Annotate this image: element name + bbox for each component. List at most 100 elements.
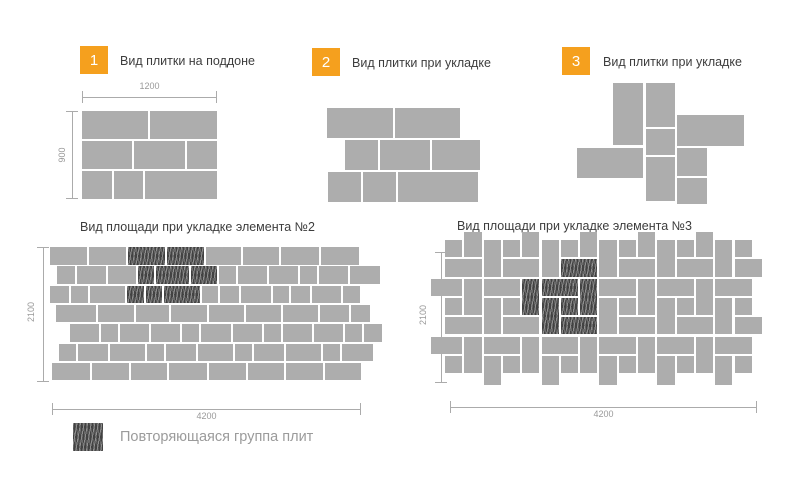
tile [166,343,196,361]
tile [312,285,341,304]
tile [715,297,733,335]
tile [182,324,199,342]
tile [89,247,126,265]
tile [676,355,694,374]
tile [108,266,136,284]
tile [314,324,343,342]
tile [431,278,463,296]
tile [363,172,396,202]
tile [300,266,317,284]
tile [92,362,129,381]
dimension-label-2100: 2100 [418,304,428,326]
dimension-line [82,97,217,98]
tile [380,140,430,170]
tile [342,343,373,361]
tile [110,343,145,361]
dimension-tick [435,252,447,253]
step-badge-1: 1 [80,46,108,74]
tile [734,297,752,316]
tile [502,317,540,335]
tile [502,259,540,277]
tile [283,304,318,323]
step-number: 2 [321,53,331,71]
tile-hatched [127,285,144,304]
tile [464,232,482,258]
tile [522,336,540,374]
tile [56,304,96,323]
tile [71,285,88,304]
tile [599,355,617,386]
tile [715,355,733,386]
tile [77,266,106,284]
step-number: 3 [571,52,581,70]
layout2-diagram [327,108,487,203]
tile [145,171,217,199]
tile [677,148,707,176]
dimension-tick [66,198,78,199]
tile [82,141,132,169]
dimension-line [450,407,757,408]
tile [50,285,69,304]
tile [291,285,310,304]
tile [734,317,762,335]
tile [464,336,482,374]
area2-width-dimension: 4200 [52,402,361,422]
legend-label: Повторяющаяся группа плит [120,429,314,445]
tile [169,362,207,381]
tile [445,240,463,258]
tile [657,240,675,277]
tile [254,343,284,361]
tile [273,285,289,304]
tile-hatched [560,259,598,277]
tile-hatched [138,266,154,284]
tile [646,83,675,127]
tile [114,171,143,199]
tile [715,336,752,354]
tile [202,285,218,304]
tile [98,304,134,323]
tile [676,317,714,335]
section-title-layout3: Вид плитки при укладке [603,55,742,69]
tile [502,355,521,374]
tile [136,304,169,323]
tile [82,171,112,199]
pallet-width-dimension: 1200 [82,81,217,103]
tile [445,317,482,335]
tile [657,278,694,296]
tile [734,355,752,374]
tile [677,115,744,146]
tile [150,111,217,139]
tile [90,285,125,304]
tile [151,324,180,342]
tile [560,355,579,374]
dimension-tick [450,401,451,413]
step-badge-2: 2 [312,48,340,76]
tile [483,278,521,296]
tile [243,247,279,265]
pallet-diagram [82,111,217,199]
tile [233,324,262,342]
tile [343,285,360,304]
tile [618,240,636,258]
tile [577,148,643,178]
tile [351,304,370,323]
dimension-tick [756,401,757,413]
tile [618,297,636,316]
tile [445,259,482,277]
tile [131,362,167,381]
tile [464,278,482,316]
dimension-label-900: 900 [57,147,67,163]
tile [187,141,217,169]
tile [646,129,675,155]
tile [676,297,694,316]
dimension-line [441,252,442,383]
tile [541,240,559,277]
tile [264,324,281,342]
area3-tile-field [431,232,762,386]
area3-title: Вид площади при укладке элемента №3 [457,219,693,233]
tile [171,304,207,323]
dimension-label-4200: 4200 [196,411,217,421]
tile [52,362,90,381]
tile [734,240,752,258]
tile-hatched [541,297,559,335]
